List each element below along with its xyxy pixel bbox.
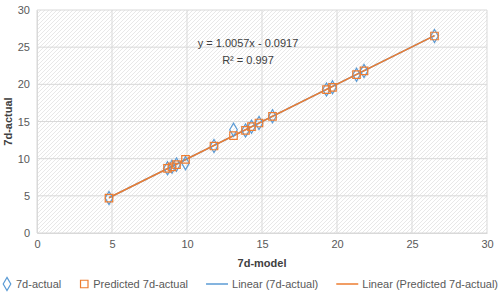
- tick: 5: [109, 233, 115, 250]
- point: [360, 67, 367, 74]
- axis-line: [37, 11, 38, 234]
- tick: 25: [18, 41, 37, 53]
- plot: 0 5 10 15 20 25 30 0 5 10 15 20 25 30: [18, 4, 494, 250]
- point: [255, 116, 263, 129]
- legend-item: Linear (Predicted 7d-actual): [336, 278, 498, 290]
- tick-label: 15: [256, 238, 268, 250]
- point: [182, 156, 189, 163]
- trend-line: [109, 36, 435, 198]
- y-axis: 0 5 10 15 20 25 30: [18, 4, 38, 239]
- grid-line: [337, 10, 338, 233]
- point: [269, 113, 276, 120]
- grid-line: [487, 10, 488, 233]
- point: [269, 110, 277, 123]
- point: [210, 139, 218, 152]
- grid: [37, 10, 487, 233]
- tick-label: 10: [181, 238, 193, 250]
- legend-symbol: [336, 283, 358, 285]
- legend-symbol: [3, 277, 11, 290]
- annotation: y = 1.0057x - 0.0917: [198, 37, 299, 49]
- point: [248, 123, 255, 130]
- tick-label: 20: [18, 78, 30, 90]
- tick: 20: [18, 78, 37, 90]
- tick-label: 0: [34, 238, 40, 250]
- point: [353, 68, 361, 81]
- point: [353, 71, 360, 78]
- point: [329, 84, 336, 91]
- grid-line: [412, 10, 413, 233]
- legend-item: Linear (7d-actual): [206, 278, 318, 290]
- point: [431, 32, 438, 39]
- legend-label: Linear (7d-actual): [232, 278, 318, 290]
- legend-label: Linear (Predicted 7d-actual): [362, 278, 498, 290]
- point: [255, 119, 262, 126]
- tick: 25: [406, 233, 418, 250]
- tick-label: 25: [18, 41, 30, 53]
- legend-item: Predicted 7d-actual: [81, 278, 189, 290]
- tick-label: 25: [406, 238, 418, 250]
- point: [173, 161, 180, 168]
- trend-line: [109, 36, 435, 198]
- tick-label: 10: [18, 153, 30, 165]
- tick: 30: [18, 4, 37, 16]
- point: [230, 123, 238, 136]
- legend-label: 7d-actual: [16, 278, 61, 290]
- tick-label: 30: [481, 238, 493, 250]
- tick-label: 0: [24, 227, 30, 239]
- chart: 0 5 10 15 20 25 30 0 5 10 15 20 25 30 y = 1.0057x - 0.…: [0, 0, 500, 297]
- point: [230, 132, 237, 139]
- tick: 10: [181, 233, 193, 250]
- marks: [105, 29, 438, 204]
- tick: 5: [24, 190, 37, 202]
- tick-label: 5: [109, 238, 115, 250]
- tick: 15: [256, 233, 268, 250]
- x-axis: 0 5 10 15 20 25 30: [34, 233, 493, 250]
- annotation: R² = 0.997: [222, 54, 274, 66]
- tick-label: 15: [18, 116, 30, 128]
- legend: 7d-actual Predicted 7d-actual Linear (7d-a…: [3, 277, 498, 290]
- tick: 30: [481, 233, 493, 250]
- legend-item: 7d-actual: [3, 277, 61, 290]
- point: [360, 64, 368, 77]
- point: [105, 191, 113, 204]
- tick: 15: [18, 116, 37, 128]
- grid-line: [187, 10, 188, 233]
- point: [182, 157, 190, 170]
- legend-label: Predicted 7d-actual: [93, 278, 188, 290]
- tick: 20: [331, 233, 343, 250]
- point: [168, 163, 175, 170]
- tick: 10: [18, 153, 37, 165]
- point: [105, 194, 112, 201]
- axis-line: [38, 233, 488, 234]
- grid-line: [37, 10, 38, 233]
- y-axis-title: 7d-actual: [2, 97, 14, 145]
- x-axis-title: 7d-model: [238, 257, 287, 269]
- tick-label: 30: [18, 4, 30, 16]
- legend-symbol: [81, 280, 88, 287]
- point: [173, 158, 181, 171]
- tick-label: 5: [24, 190, 30, 202]
- tick-label: 20: [331, 238, 343, 250]
- legend-symbol: [206, 283, 228, 285]
- point: [210, 142, 217, 149]
- tick: 0: [34, 233, 40, 250]
- tick: 0: [24, 227, 37, 239]
- point: [431, 29, 439, 42]
- plot-background: [37, 10, 487, 233]
